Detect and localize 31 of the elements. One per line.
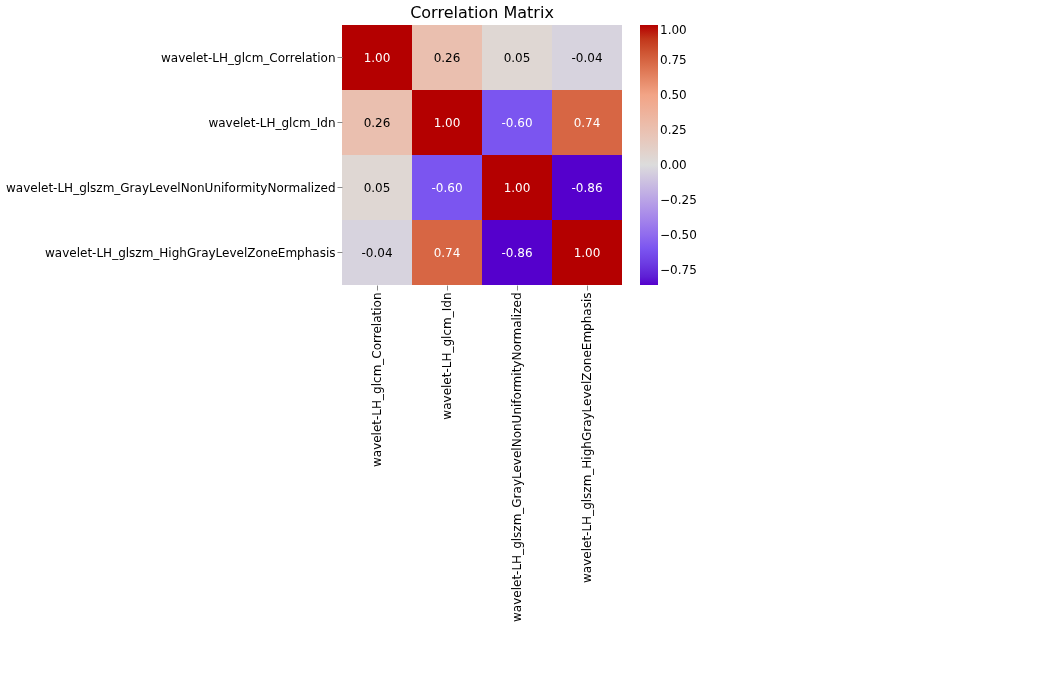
color-bar-label: −0.50 — [660, 227, 697, 242]
color-bar-label: 1.00 — [660, 23, 687, 37]
data-label: -0.86 — [501, 245, 533, 260]
y-tick-label: wavelet-LH_glszm_GrayLevelNonUniformityNormalized — [6, 180, 336, 195]
x-tick-label: wavelet-LH_glcm_Idn — [440, 292, 454, 420]
data-label: 0.74 — [573, 115, 601, 130]
data-label: 1.00 — [363, 50, 391, 65]
color-bar-label: 0.00 — [660, 157, 687, 172]
data-label: -0.86 — [571, 180, 603, 195]
data-label: 0.74 — [433, 245, 461, 260]
data-label: 1.00 — [433, 115, 461, 130]
color-bar-label: −0.75 — [660, 262, 697, 277]
data-label: -0.60 — [431, 180, 463, 195]
color-bar-label: 0.50 — [660, 87, 687, 102]
color-bar-label: 0.75 — [660, 52, 687, 67]
data-label: -0.04 — [571, 50, 603, 65]
data-label: 0.05 — [363, 180, 391, 195]
y-tick-label: wavelet-LH_glcm_Correlation — [160, 50, 336, 65]
data-label: 0.26 — [363, 115, 391, 130]
data-label: 0.05 — [503, 50, 531, 65]
x-tick-label: wavelet-LH_glszm_HighGrayLevelZoneEmphasis — [580, 292, 594, 583]
data-label: 1.00 — [573, 245, 601, 260]
chart-title: Correlation Matrix — [410, 3, 554, 22]
data-label: -0.60 — [501, 115, 533, 130]
y-tick-label: wavelet-LH_glszm_HighGrayLevelZoneEmphasis — [45, 245, 336, 260]
color-bar-label: −0.25 — [660, 192, 697, 207]
y-tick-label: wavelet-LH_glcm_Idn — [208, 115, 336, 130]
data-label: 0.26 — [433, 50, 461, 65]
data-label: 1.00 — [503, 180, 531, 195]
color-bar-label: 0.25 — [660, 122, 687, 137]
data-label: -0.04 — [361, 245, 393, 260]
